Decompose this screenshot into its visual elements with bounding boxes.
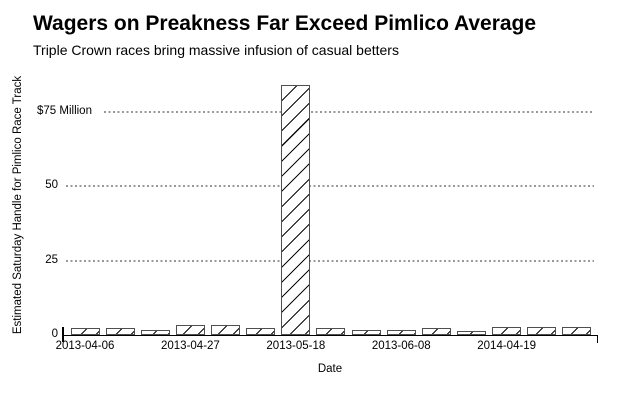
y-tick-label: 25 <box>45 253 58 266</box>
x-tick-label: 2013-06-08 <box>371 340 431 352</box>
y-tick-label: 0 <box>51 328 58 340</box>
bar <box>211 324 241 335</box>
bar <box>140 329 170 335</box>
x-tick-label: 2014-04-19 <box>477 340 537 352</box>
x-tick-label: 2013-04-06 <box>55 340 115 352</box>
bar <box>457 330 487 335</box>
chart-title: Wagers on Preakness Far Exceed Pimlico A… <box>33 12 537 35</box>
gridline-75 <box>104 111 594 114</box>
bar <box>351 329 381 335</box>
gridline-50 <box>66 185 594 188</box>
x-axis-title: Date <box>317 363 343 375</box>
x-axis-right-cap <box>596 335 599 343</box>
bar <box>421 327 451 335</box>
x-axis-line <box>62 334 598 337</box>
bar <box>281 85 311 335</box>
y-tick-label: 50 <box>45 179 58 192</box>
gridline-25 <box>66 259 594 262</box>
y-tick-label: $75 Million <box>37 105 92 118</box>
x-tick-label: 2013-04-27 <box>160 340 220 352</box>
bar <box>175 324 205 335</box>
x-tick-label: 2013-05-18 <box>266 340 326 352</box>
bar <box>527 326 557 335</box>
chart-subtitle: Triple Crown races bring massive infusio… <box>33 42 399 58</box>
bar <box>492 326 522 335</box>
bar <box>562 326 592 335</box>
x-axis-left-cap <box>62 327 64 342</box>
bar <box>386 329 416 335</box>
